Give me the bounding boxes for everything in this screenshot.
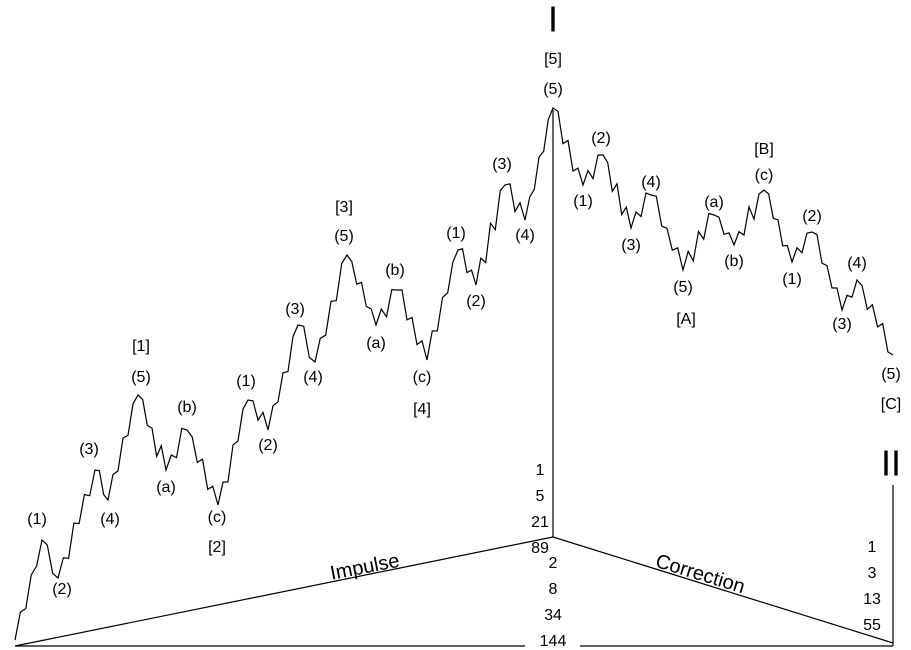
- count-label: 55: [863, 617, 881, 634]
- wave-label: [3]: [335, 199, 353, 216]
- wave-label: (3): [621, 237, 641, 254]
- wave-label: (4): [641, 174, 661, 191]
- wave-label: (1): [573, 193, 593, 210]
- wave-label: (5): [131, 369, 151, 386]
- wave-label: (c): [208, 509, 227, 526]
- wave-label: (b): [385, 262, 405, 279]
- wave-label: (3): [285, 301, 305, 318]
- wave-label: (a): [366, 335, 386, 352]
- wave-label: (4): [100, 511, 120, 528]
- wave-label: (b): [177, 399, 197, 416]
- count-label: 144: [540, 633, 567, 650]
- count-label: 13: [863, 591, 881, 608]
- wave-label: [2]: [208, 539, 226, 556]
- wave-label: (5): [881, 366, 901, 383]
- wave-path: [14, 107, 894, 641]
- correction-line: [552, 536, 894, 644]
- correction-caption: Correction: [653, 550, 748, 598]
- wave-label: (1): [27, 511, 47, 528]
- count-label: 21: [531, 514, 549, 531]
- top-mark: I: [548, 0, 558, 40]
- count-label: 1: [868, 539, 877, 556]
- wave-label: [5]: [544, 51, 562, 68]
- wave-label: [B]: [754, 141, 774, 158]
- wave-label: [C]: [881, 396, 901, 413]
- wave-label: (4): [303, 369, 323, 386]
- wave-label: (b): [724, 253, 744, 270]
- wave-label: [4]: [413, 401, 431, 418]
- count-label: 8: [549, 581, 558, 598]
- wave-label: (2): [591, 130, 611, 147]
- impulse-line: [14, 536, 554, 647]
- wave-label: (2): [258, 437, 278, 454]
- wave-label: (1): [446, 225, 466, 242]
- wave-label: [1]: [132, 338, 150, 355]
- wave-label: (5): [334, 228, 354, 245]
- count-label: 5: [536, 488, 545, 505]
- count-label: 1: [536, 462, 545, 479]
- wave-label: (a): [156, 479, 176, 496]
- wave-label: [A]: [676, 311, 696, 328]
- count-label: 89: [531, 540, 549, 557]
- wave-label: (3): [79, 441, 99, 458]
- count-label: 34: [544, 607, 562, 624]
- end-mark: II: [881, 443, 901, 484]
- wave-label: (4): [847, 255, 867, 272]
- wave-label: (5): [543, 81, 563, 98]
- wave-label: (2): [466, 293, 486, 310]
- wave-label: (1): [236, 373, 256, 390]
- wave-label: (a): [704, 194, 724, 211]
- count-label: 2: [549, 555, 558, 572]
- wave-label: (2): [52, 581, 72, 598]
- wave-label: (3): [492, 156, 512, 173]
- count-label: 3: [868, 565, 877, 582]
- wave-label: (2): [802, 208, 822, 225]
- wave-label: (1): [782, 271, 802, 288]
- wave-label: (c): [413, 369, 432, 386]
- wave-label: (4): [515, 227, 535, 244]
- impulse-caption: Impulse: [328, 550, 401, 585]
- wave-label: (c): [755, 167, 774, 184]
- wave-label: (5): [673, 279, 693, 296]
- wave-label: (3): [832, 316, 852, 333]
